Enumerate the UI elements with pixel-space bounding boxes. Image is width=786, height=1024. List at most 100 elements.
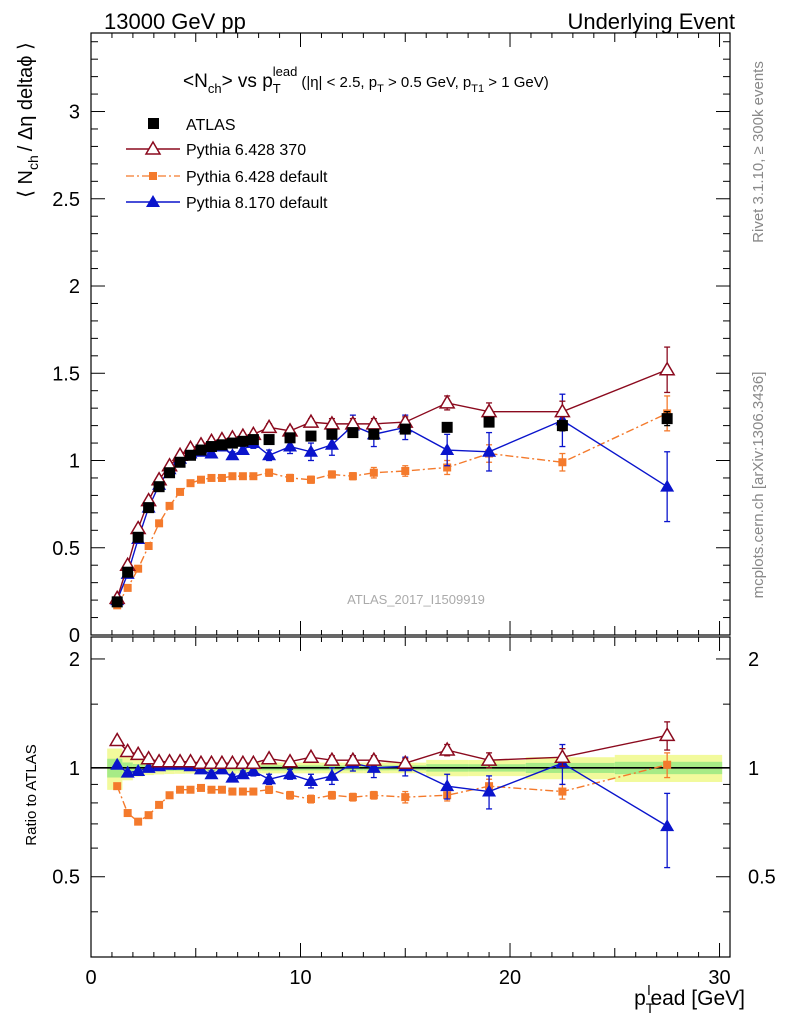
mcplots-label: mcplots.cern.ch [arXiv:1306.3436] (750, 372, 767, 599)
y-tick-label-ratio-right: 1 (748, 758, 759, 780)
data-point-p6_370-ratio (396, 754, 414, 769)
y-tick-label-ratio-right: 2 (748, 649, 759, 671)
data-point-p6_370-main (554, 403, 571, 418)
data-point-p6_def-ratio (286, 791, 295, 800)
header-left: 13000 GeV pp (104, 9, 246, 34)
data-point-p6_370-ratio (365, 751, 383, 766)
data-point-p6_370-main (260, 418, 278, 434)
data-point-atlas-main (122, 566, 134, 578)
data-point-p6_def-ratio (144, 811, 153, 820)
x-tick-label: 0 (85, 967, 96, 989)
data-point-p6_def-ratio (249, 787, 258, 796)
main-frame (90, 32, 731, 636)
data-point-p6_370-ratio (323, 751, 341, 766)
x-tick-label: 10 (289, 967, 311, 989)
legend-marker-pythia6-370 (144, 140, 162, 155)
y-tick-label-main: 1 (69, 451, 80, 473)
data-point-p6_def-ratio (217, 785, 226, 794)
data-point-p6_def-ratio (663, 760, 672, 769)
data-point-p6_370-ratio (213, 754, 231, 769)
data-point-p6_370-ratio (344, 751, 362, 766)
data-point-p6_370-main (438, 394, 456, 409)
main-panel: 0 0.5 1 1.5 2 2.5 3 <Nch> vs pTlead(|η| < 2.5,… (15, 32, 731, 647)
data-point-p8_def-ratio (482, 784, 497, 797)
data-point-p6_370-ratio (192, 754, 210, 769)
data-point-p6_def-ratio (327, 791, 336, 800)
data-point-p8_def-ratio (141, 760, 156, 773)
x-axis-label: pTlead [GeV] (634, 982, 745, 1016)
data-point-p6_370-ratio (171, 753, 189, 768)
data-point-p6_370-ratio (554, 748, 571, 763)
y-tick-label-main: 2 (69, 276, 80, 298)
data-point-atlas-main (483, 416, 495, 428)
data-point-p6_def-ratio (265, 785, 274, 794)
data-point-p6_def-ratio (196, 783, 205, 792)
data-point-p6_370-ratio (182, 753, 199, 768)
data-point-p6_def-main (144, 542, 153, 551)
data-point-p6_def-ratio (134, 817, 143, 826)
data-point-p8_def-main (324, 437, 339, 450)
data-point-p8_def-ratio (204, 767, 219, 780)
data-point-p8_def-main (283, 439, 298, 452)
legend-label-atlas: ATLAS (186, 117, 236, 134)
legend-marker-pythia6-default (149, 172, 157, 180)
y-tick-label-main: 1.5 (52, 363, 80, 385)
data-point-p8_def-ratio (324, 768, 339, 781)
data-point-p6_def-ratio (165, 791, 174, 800)
data-point-p8_def-main (482, 444, 497, 457)
data-point-p6_def-main (196, 475, 205, 484)
data-point-p6_def-main (176, 487, 185, 496)
legend: ATLAS Pythia 6.428 370 Pythia 6.428 defa… (126, 117, 328, 212)
x-tick-label: 30 (708, 967, 730, 989)
y-axis-label-main: ⟨ Nch/ Δη deltaϕ ⟩ (15, 42, 41, 198)
data-point-p8_def-ratio (131, 764, 146, 777)
chart-title: <Nch> vs pTlead(|η| < 2.5, pT > 0.5 GeV,… (183, 64, 549, 96)
data-point-p6_370-ratio (203, 754, 220, 769)
series-line-p6_370-main (116, 369, 668, 599)
data-point-p6_370-ratio (234, 754, 252, 769)
y-tick-label-main: 0 (69, 625, 80, 647)
header-right: Underlying Event (567, 9, 735, 34)
data-point-atlas-main (368, 428, 380, 440)
data-point-p6_def-ratio (558, 787, 567, 796)
data-point-p6_def-main (228, 472, 237, 481)
data-point-p6_370-ratio (161, 753, 178, 768)
data-point-p8_def-ratio (262, 772, 277, 785)
y-tick-label-main: 2.5 (52, 189, 80, 211)
data-point-p6_370-ratio (129, 745, 147, 761)
y-tick-label-main: 0.5 (52, 538, 80, 560)
data-point-p6_370-ratio (245, 754, 262, 769)
data-point-p6_def-main (558, 458, 567, 467)
data-point-p6_370-ratio (302, 748, 320, 763)
data-point-p6_def-main (265, 468, 274, 477)
data-point-p6_def-main (401, 466, 410, 475)
data-point-p6_def-ratio (369, 791, 378, 800)
data-point-p8_def-main (303, 444, 318, 457)
data-point-atlas-main (305, 430, 317, 442)
data-point-p6_def-ratio (401, 793, 410, 802)
data-point-atlas-main (174, 456, 186, 468)
data-point-p8_def-ratio (366, 760, 381, 773)
data-point-p6_def-main (238, 472, 247, 481)
data-point-p6_def-main (348, 472, 357, 481)
data-point-p8_def-main (660, 479, 675, 492)
ratio-frame (90, 636, 731, 958)
data-point-p8_def-main (235, 443, 250, 456)
data-point-p8_def-ratio (246, 764, 261, 777)
data-point-p6_370-ratio (108, 732, 126, 747)
data-point-p8_def-ratio (303, 773, 318, 786)
y-tick-label-main: 3 (69, 102, 80, 124)
data-point-atlas-main (226, 437, 238, 449)
data-point-p6_def-main (134, 564, 143, 573)
data-point-atlas-main (132, 531, 144, 543)
data-point-p6_370-ratio (150, 753, 168, 768)
data-point-p6_def-main (123, 583, 132, 592)
data-point-atlas-main (153, 481, 165, 493)
data-point-atlas-main (247, 434, 259, 446)
y-axis-label-ratio: Ratio to ATLAS (23, 744, 40, 845)
legend-marker-pythia8-default (146, 195, 160, 207)
data-point-p6_def-main (369, 468, 378, 477)
data-point-p6_370-ratio (224, 754, 241, 769)
data-point-atlas-main (441, 421, 453, 433)
data-point-p6_370-main (344, 415, 362, 430)
